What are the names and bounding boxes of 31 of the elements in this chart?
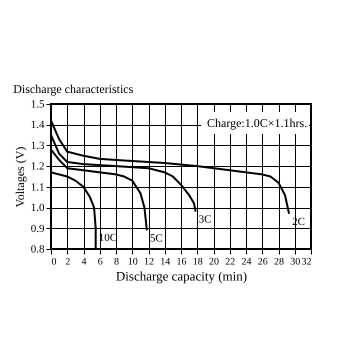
y-tick-label: 1.1 — [30, 181, 44, 194]
x-tick-label: 12 — [144, 256, 154, 268]
x-tick-label: 14 — [160, 256, 170, 268]
x-tick-label: 30 — [290, 256, 300, 268]
x-tick-label: 0 — [52, 256, 56, 268]
annotation: Charge:1.0C×1.1hrs. — [207, 116, 308, 130]
x-tick-label: 8 — [114, 256, 119, 268]
y-tick-label: 1.0 — [30, 202, 45, 214]
x-tick-label: 28 — [274, 256, 284, 268]
x-tick-label: 18 — [192, 256, 203, 268]
y-tick-label: 1.3 — [30, 140, 45, 152]
y-tick-label: 0.8 — [30, 244, 45, 256]
x-tick-label: 24 — [242, 256, 252, 268]
x-tick-label: 2 — [65, 256, 70, 268]
y-tick-label: 1.2 — [30, 160, 44, 173]
chart-title: Discharge characteristics — [13, 82, 134, 96]
series-label: 5C — [150, 232, 163, 244]
x-tick-label: 26 — [258, 256, 268, 268]
y-tick-label: 1.4 — [30, 119, 45, 132]
x-tick-label: 22 — [225, 256, 236, 268]
y-axis-title: Voltages (V) — [12, 146, 27, 208]
series-label: 3C — [198, 214, 212, 226]
y-tick-label: 1.5 — [30, 98, 45, 110]
y-tick-label: 0.9 — [30, 222, 45, 235]
x-tick-label: 32 — [302, 256, 312, 268]
x-tick-label: 10 — [128, 256, 138, 268]
x-tick-label: 16 — [176, 256, 186, 268]
x-axis-title: Discharge capacity (min) — [116, 268, 248, 284]
x-tick-label: 20 — [209, 256, 219, 268]
x-tick-label: 6 — [98, 256, 103, 268]
x-tick-label: 4 — [82, 256, 86, 268]
